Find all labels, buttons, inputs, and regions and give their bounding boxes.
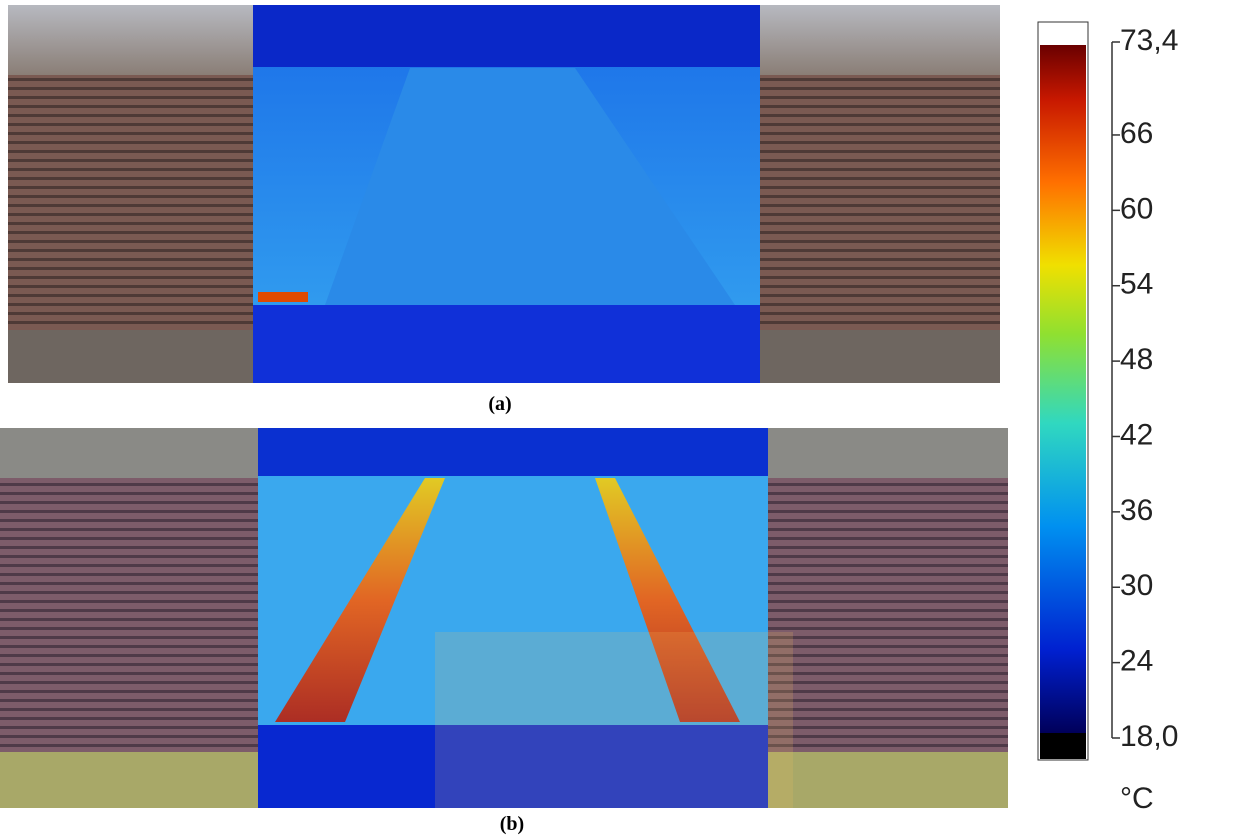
tick-label: 73,4 bbox=[1120, 24, 1178, 57]
unit-label: °C bbox=[1120, 782, 1154, 815]
tick-label: 54 bbox=[1120, 268, 1153, 301]
figure: (a) (b) °C 73,4 66 60 54 48 42 36 30 24 18,0 bbox=[0, 0, 1241, 837]
colorbar bbox=[1038, 22, 1112, 760]
panel-label: (a) bbox=[488, 393, 511, 415]
tick-label: 66 bbox=[1120, 117, 1153, 150]
page: (a) (b) °C 73,4666054484236302418,0 (() … bbox=[0, 0, 1241, 837]
image-b bbox=[0, 428, 1008, 808]
tick-label: 36 bbox=[1120, 494, 1153, 527]
tick-label: 30 bbox=[1120, 569, 1153, 602]
tick-label: 42 bbox=[1120, 418, 1153, 451]
tick-label: 60 bbox=[1120, 192, 1153, 225]
tick-label: 48 bbox=[1120, 343, 1153, 376]
image-a bbox=[8, 5, 1000, 383]
tick-label: 24 bbox=[1120, 645, 1153, 678]
tick-label: 18,0 bbox=[1120, 720, 1178, 753]
panel-label: (b) bbox=[500, 813, 524, 835]
